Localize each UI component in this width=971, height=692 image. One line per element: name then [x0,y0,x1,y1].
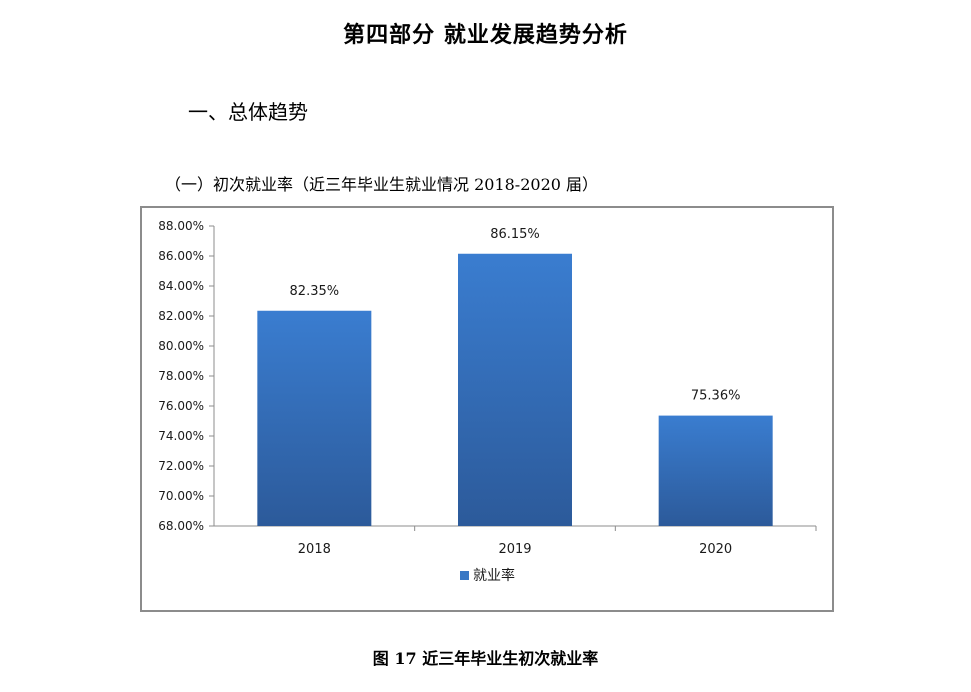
x-tick-label-2019: 2019 [498,542,531,557]
document-title: 第四部分 就业发展趋势分析 [343,22,628,48]
bar-series [257,253,773,526]
y-tick-label: 88.00% [158,219,204,233]
y-tick-label: 84.00% [158,279,204,293]
legend-swatch [460,571,469,580]
data-label-2019: 86.15% [490,227,540,242]
y-tick-label: 82.00% [158,309,204,323]
chart-frame: 68.00% 70.00% 72.00% 74.00% 76.00% 78.00% 80.0… [140,206,834,612]
y-tick-label: 68.00% [158,519,204,533]
y-tick-label: 86.00% [158,249,204,263]
bar-2019 [458,253,572,526]
x-tick-label-2018: 2018 [298,542,331,557]
y-axis: 68.00% 70.00% 72.00% 74.00% 76.00% 78.00% 80.0… [158,219,215,533]
legend: 就业率 [460,567,515,584]
bar-2020 [658,415,773,526]
y-tick-label: 74.00% [158,429,204,443]
y-tick-label: 80.00% [158,339,204,353]
subsection-heading: （一）初次就业率（近三年毕业生就业情况 2018-2020 届） [165,175,599,194]
data-labels: 82.35% 86.15% 75.36% [290,227,741,404]
y-tick-label: 70.00% [158,489,204,503]
legend-label: 就业率 [473,567,515,584]
x-tick-label-2020: 2020 [699,542,732,557]
y-tick-label: 78.00% [158,369,204,383]
section-heading: 一、总体趋势 [188,100,308,124]
figure-caption: 图 17 近三年毕业生初次就业率 [372,649,599,668]
bar-2018 [257,310,372,526]
data-label-2018: 82.35% [290,284,340,299]
y-tick-label: 76.00% [158,399,204,413]
data-label-2020: 75.36% [691,389,741,404]
employment-rate-chart: 68.00% 70.00% 72.00% 74.00% 76.00% 78.00% 80.0… [158,219,817,584]
x-axis: 2018 2019 2020 [214,525,817,557]
y-tick-label: 72.00% [158,459,204,473]
